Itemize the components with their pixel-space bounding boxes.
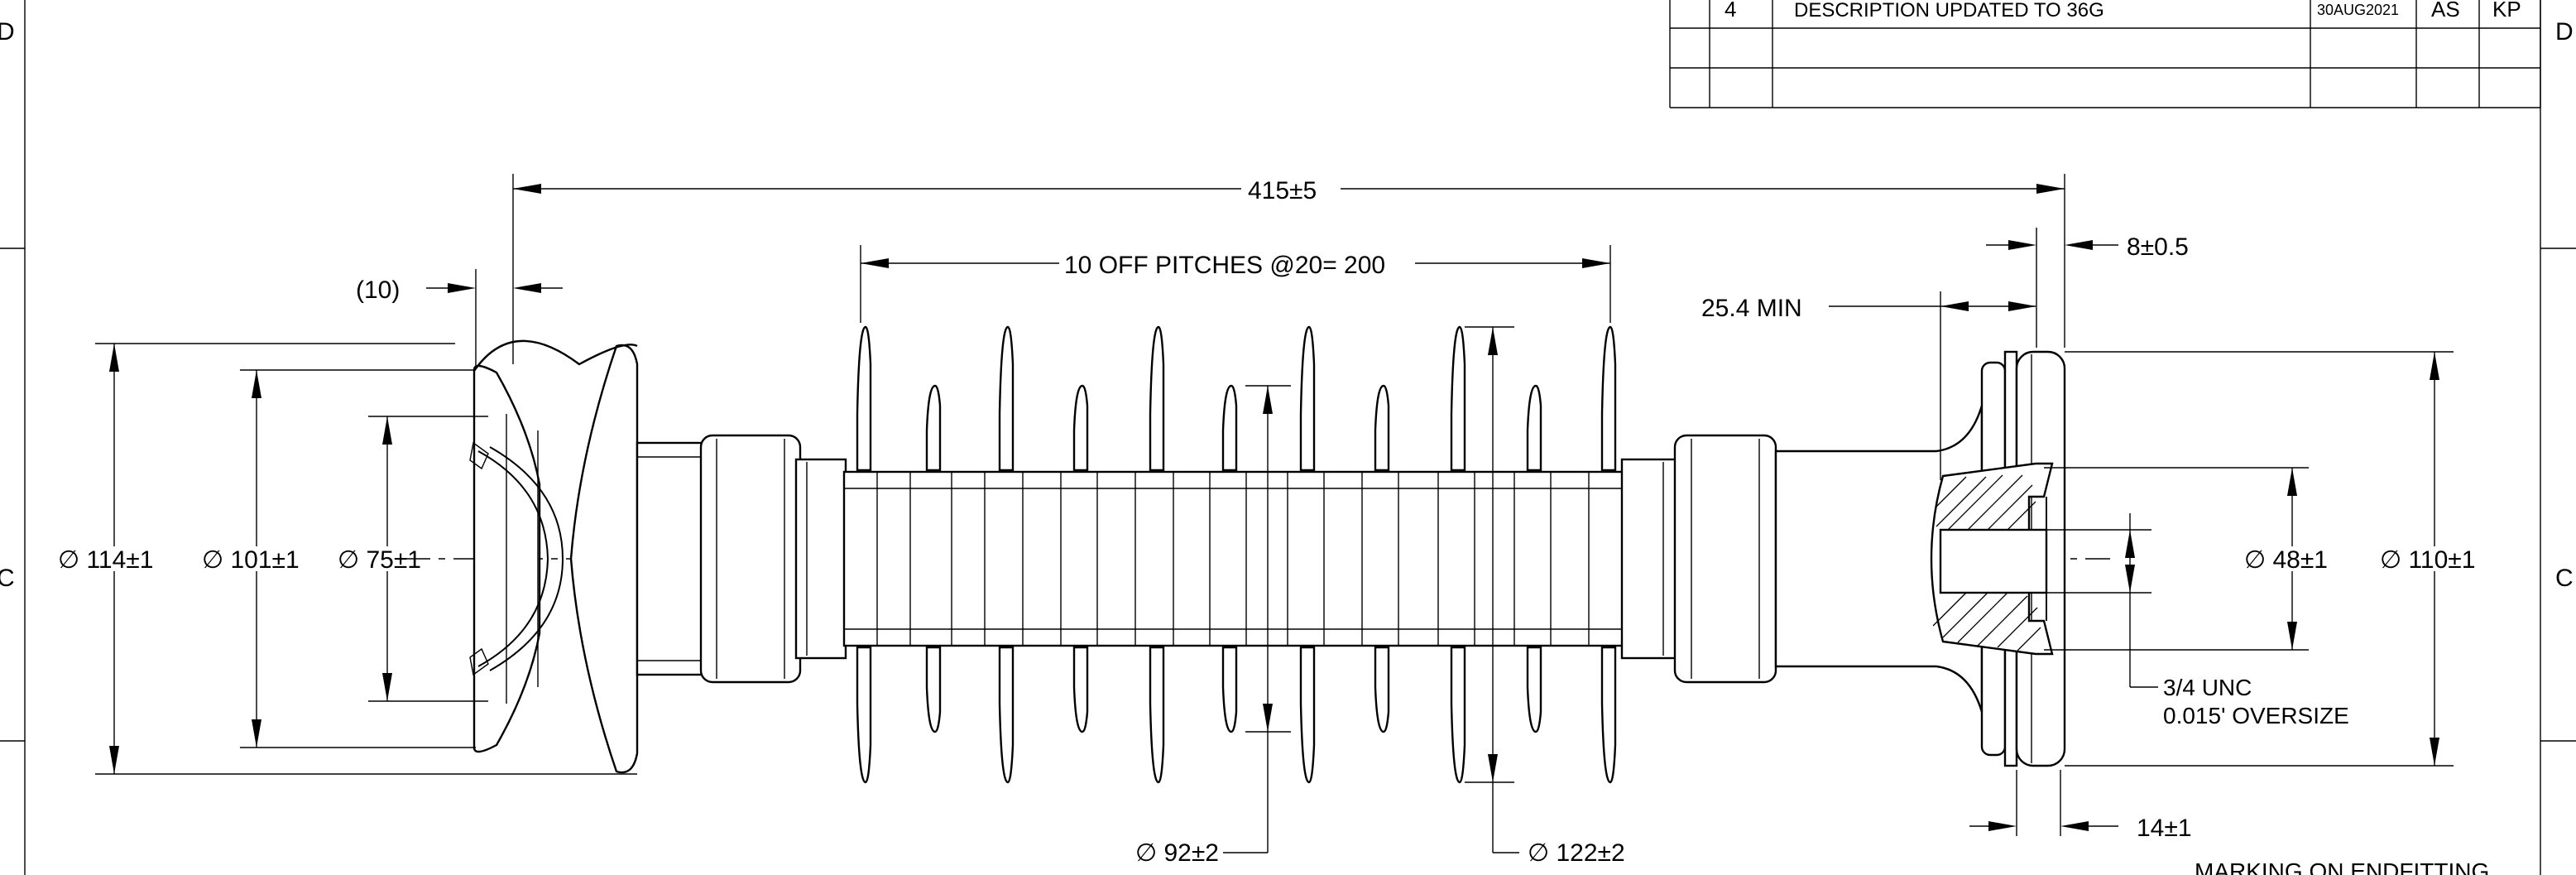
zone-marker-right-d: D — [2555, 18, 2574, 46]
dim-base-thickness: 14±1 — [2137, 815, 2192, 842]
zone-marker-left-c: C — [0, 565, 15, 592]
revision-checked: KP — [2492, 0, 2521, 22]
dim-dia-122: ∅ 122±2 — [1528, 839, 1625, 867]
zone-marker-left-d: D — [0, 18, 15, 46]
note-thread-spec: 3/4 UNC — [2163, 675, 2252, 700]
dim-dia-92: ∅ 92±2 — [1135, 839, 1219, 867]
dim-dia-75: ∅ 75±1 — [338, 546, 421, 574]
dim-flange-thickness: 8±0.5 — [2127, 233, 2189, 261]
right-end-fitting — [1620, 350, 2066, 767]
dim-end-gap: (10) — [356, 276, 400, 304]
note-thread-oversize: 0.015' OVERSIZE — [2163, 703, 2349, 728]
revision-date: 30AUG2021 — [2317, 2, 2399, 18]
dimension-arrows — [109, 184, 2439, 831]
dim-thread-depth: 25.4 MIN — [1701, 295, 1802, 322]
dim-dia-101: ∅ 101±1 — [202, 546, 300, 574]
revision-table: 4 DESCRIPTION UPDATED TO 36G 30AUG2021 A… — [1669, 0, 2541, 108]
dim-overall-length: 415±5 — [1248, 177, 1317, 204]
dimension-lines — [95, 174, 2454, 853]
note-marking: MARKING ON ENDFITTING — [2195, 858, 2489, 875]
dim-pitches: 10 OFF PITCHES @20= 200 — [1064, 252, 1385, 279]
sheds — [842, 325, 1673, 784]
dim-dia-48: ∅ 48±1 — [2244, 546, 2328, 574]
revision-description: DESCRIPTION UPDATED TO 36G — [1794, 0, 2104, 22]
zone-marker-right-c: C — [2555, 565, 2574, 592]
revision-number: 4 — [1725, 0, 1736, 22]
revision-by: AS — [2431, 0, 2460, 22]
dim-dia-110: ∅ 110±1 — [2380, 546, 2475, 574]
left-end-fitting — [469, 339, 847, 774]
dim-dia-114: ∅ 114±1 — [58, 546, 153, 574]
